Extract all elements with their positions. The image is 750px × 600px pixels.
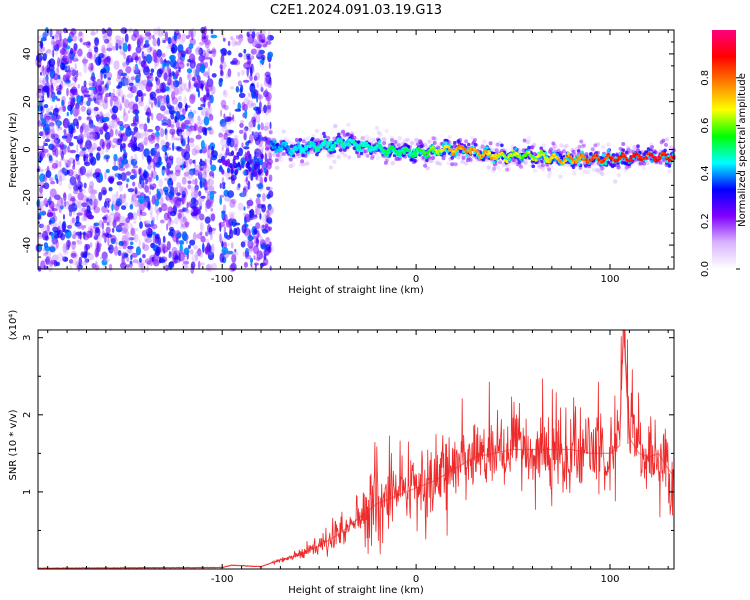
colorbar-gradient (712, 30, 736, 269)
spectrogram-x-tick-label: 100 (600, 274, 619, 285)
snr-plot-area (37, 329, 675, 570)
figure-title: C2E1.2024.091.03.19.G13 (270, 3, 442, 18)
snr-y-multiplier: (x10⁴) (8, 310, 19, 341)
colorbar: 0.0 0.2 0.4 0.6 0.8 Normalized spectral ampl… (700, 30, 748, 277)
spectrogram-y-tick-label: 40 (22, 48, 33, 61)
spectrogram-ticks: -100 0 100 -40 -20 0 20 40 (22, 30, 674, 285)
colorbar-ticks: 0.0 0.2 0.4 0.6 0.8 (700, 70, 740, 277)
spectrogram-y-tick-label: -40 (22, 237, 33, 253)
snr-y-tick-label: 3 (22, 335, 33, 341)
snr-x-tick-label: 100 (600, 574, 619, 585)
noise-scatter (34, 25, 274, 274)
snr-y-tick-label: 2 (22, 412, 33, 418)
spectrogram-x-tick-label: -100 (211, 274, 234, 285)
spectrogram-y-tick-label: 0 (22, 146, 33, 152)
colorbar-tick-label: 0.8 (700, 70, 711, 86)
colorbar-tick-label: 0.4 (700, 165, 711, 181)
spectrogram-y-axis-title: Frequency (Hz) (8, 112, 19, 188)
colorbar-tick-label: 0.2 (700, 213, 711, 229)
snr-frame (37, 329, 675, 570)
spectrogram-plot-area (34, 25, 676, 274)
spectrogram-y-tick-label: 20 (22, 95, 33, 108)
spectrogram-x-axis-title: Height of straight line (km) (288, 285, 424, 296)
spectrogram-x-tick-label: 0 (413, 274, 419, 285)
spectrogram-panel: -100 0 100 -40 -20 0 20 40 Height of straight l… (8, 25, 676, 296)
snr-ticks: -100 0 100 1 2 3 (22, 330, 674, 585)
snr-y-tick-label: 1 (22, 489, 33, 495)
snr-x-axis-title: Height of straight line (km) (288, 585, 424, 596)
snr-x-tick-label: -100 (211, 574, 234, 585)
colorbar-label: Normalized spectral amplitude (737, 73, 748, 227)
snr-panel: -100 0 100 1 2 3 Height of straight line (km)… (8, 310, 675, 596)
snr-x-tick-label: 0 (413, 574, 419, 585)
colorbar-tick-label: 0.0 (700, 261, 711, 277)
signal-trace (221, 122, 676, 184)
snr-y-axis-title: SNR (10 * v/v) (8, 409, 19, 480)
colorbar-tick-label: 0.6 (700, 118, 711, 134)
spectrogram-y-tick-label: -20 (22, 189, 33, 205)
snr-line (37, 329, 675, 569)
